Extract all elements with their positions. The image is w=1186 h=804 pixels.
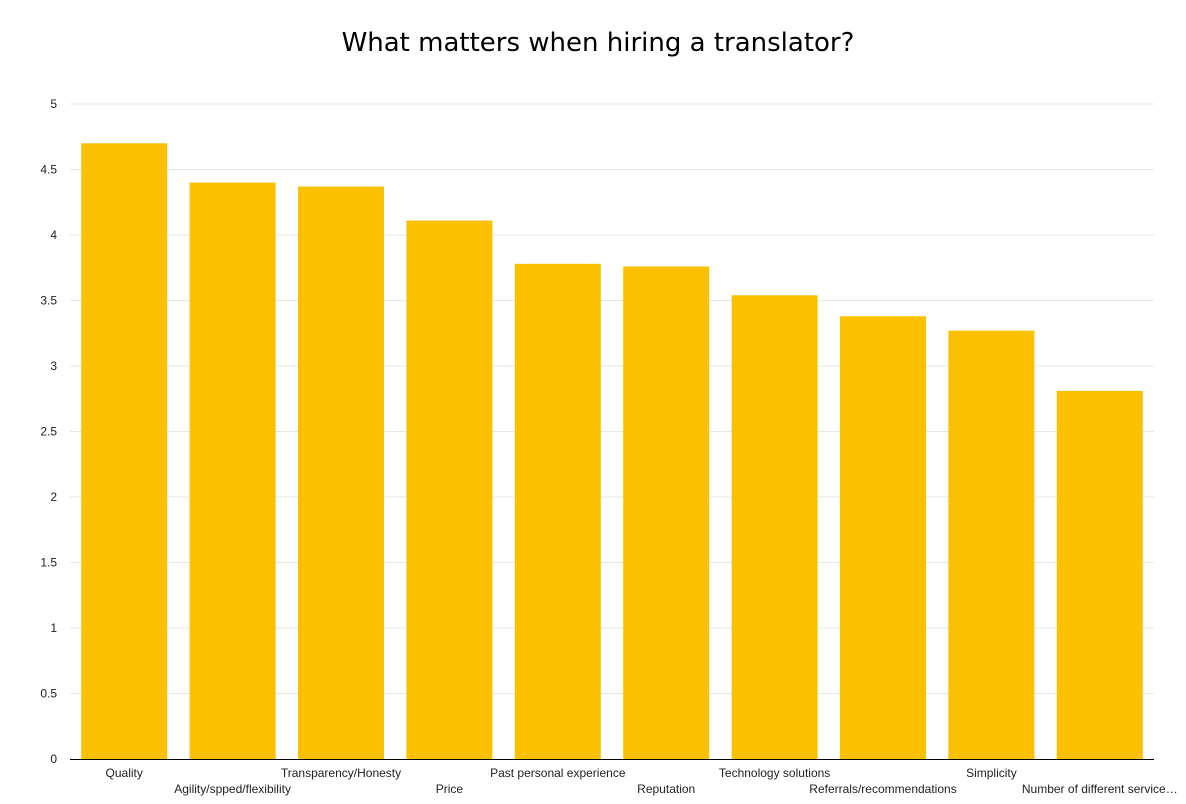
bar-4 <box>514 263 601 759</box>
bar-0 <box>81 143 168 760</box>
bar-6 <box>731 295 818 759</box>
bar-2 <box>298 186 384 759</box>
y-tick-label: 3.5 <box>40 294 57 308</box>
y-tick-label: 1 <box>50 621 57 635</box>
y-axis-ticks: 0 0.5 1 1.5 2 2.5 3 3.5 4 4.5 5 <box>40 97 57 766</box>
bar-1 <box>189 182 276 760</box>
x-category-label: Reputation <box>637 782 695 796</box>
y-tick-label: 0 <box>50 752 57 766</box>
y-tick-label: 2 <box>50 490 57 504</box>
x-category-label: Referrals/recommendations <box>809 782 956 796</box>
bar-9 <box>1056 390 1143 759</box>
x-category-label: Simplicity <box>966 766 1017 780</box>
x-category-label: Quality <box>106 766 143 780</box>
y-tick-label: 0.5 <box>40 687 57 701</box>
bar-5 <box>623 266 710 759</box>
y-tick-label: 4 <box>50 228 57 242</box>
bars <box>81 143 1143 760</box>
bar-7 <box>840 316 926 759</box>
x-axis-labels: Quality Agility/spped/flexibility Transpar… <box>106 766 1178 796</box>
bar-3 <box>406 220 493 760</box>
y-tick-label: 3 <box>50 359 57 373</box>
x-category-label: Past personal experience <box>490 766 626 780</box>
y-tick-label: 2.5 <box>40 425 57 439</box>
bar-8 <box>948 330 1035 759</box>
x-category-label: Transparency/Honesty <box>281 766 401 780</box>
x-category-label: Technology solutions <box>719 766 830 780</box>
y-tick-label: 1.5 <box>40 556 57 570</box>
x-category-label: Agility/spped/flexibility <box>174 782 291 796</box>
x-category-label: Number of different service… <box>1022 782 1178 796</box>
x-category-label: Price <box>436 782 464 796</box>
y-tick-label: 4.5 <box>40 163 57 177</box>
y-tick-label: 5 <box>50 97 57 111</box>
chart-title: What matters when hiring a translator? <box>341 28 855 58</box>
